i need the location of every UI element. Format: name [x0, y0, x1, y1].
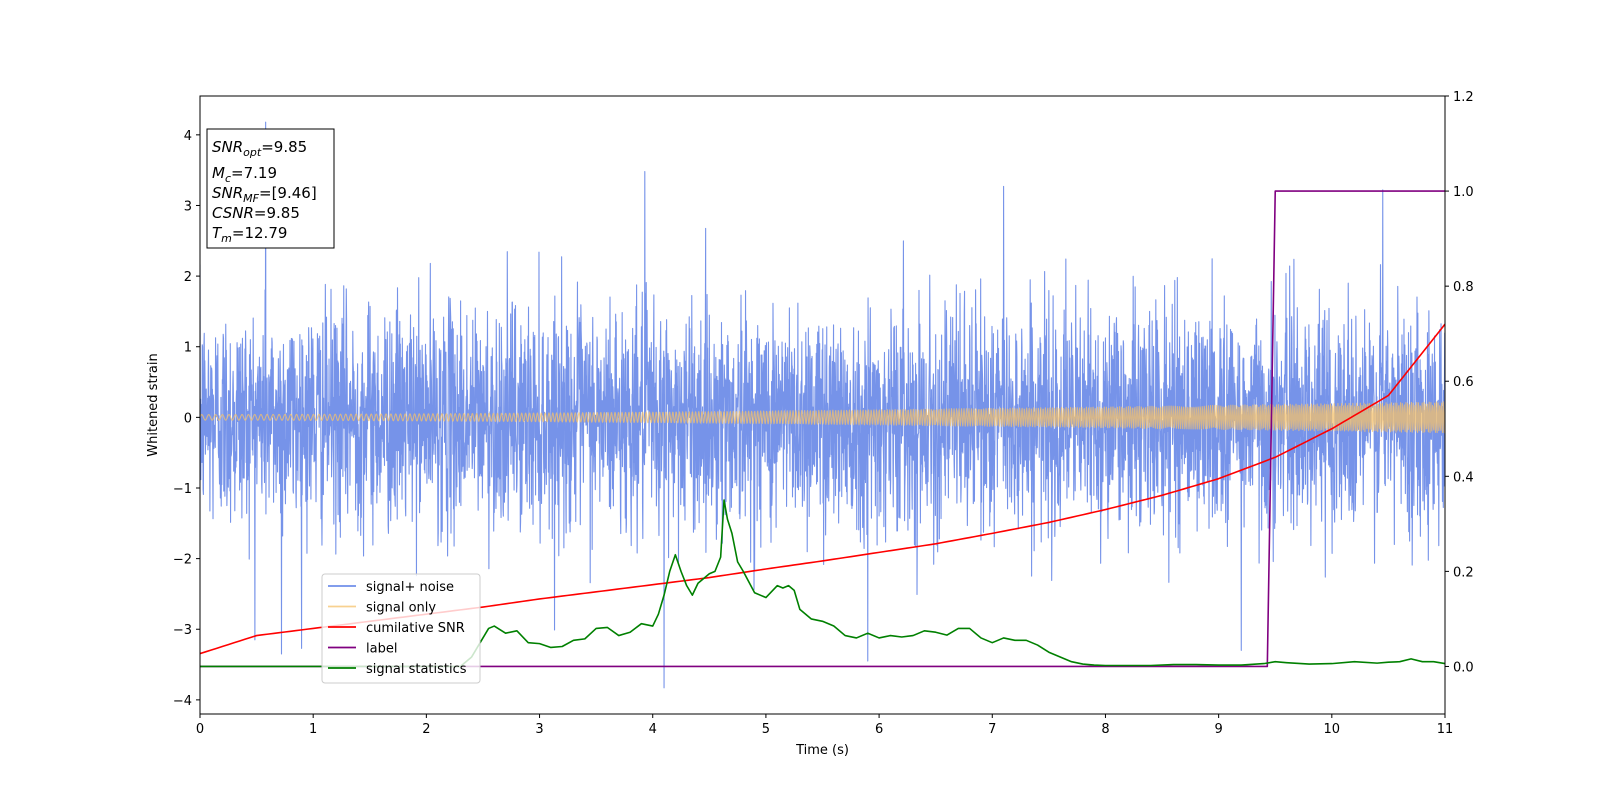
x-tick-label: 7	[988, 722, 996, 737]
y-left-tick-label: 4	[184, 129, 192, 144]
x-tick-label: 0	[196, 722, 204, 737]
info-csnr: CSNR=9.85	[212, 204, 300, 222]
plot-frame	[199, 95, 1446, 715]
y-right-tick-label: 1.2	[1453, 90, 1474, 105]
info-mc-sub: c	[225, 172, 231, 185]
y-left-tick-label: 2	[184, 270, 192, 285]
info-mc-base: M	[212, 164, 225, 182]
ticks-layer: 0 1 2 3 4 5 6 7 8 9 10 11 −4 −3 −2 −1 0 1 2 3 4 0.0 0.2 0.4 0.6 0…	[173, 90, 1474, 737]
y-right-tick-label: 0.2	[1453, 565, 1474, 580]
info-csnr-base: CSNR	[212, 204, 254, 222]
signal-only-series	[200, 401, 1445, 434]
info-box-frame	[206, 128, 335, 249]
x-tick-label: 1	[309, 722, 317, 737]
y-left-tick-label: 0	[184, 411, 192, 426]
y-right-tick-label: 0.4	[1453, 470, 1474, 485]
info-tm-value: =12.79	[232, 224, 288, 242]
x-tick-label: 5	[762, 722, 770, 737]
legend-entry: signal statistics	[366, 662, 467, 677]
info-snr-mf-value: =[9.46]	[259, 184, 317, 202]
x-tick-label: 8	[1101, 722, 1109, 737]
info-snr-opt-base: SNR	[212, 138, 243, 156]
y-right-tick-label: 0.8	[1453, 280, 1474, 295]
info-snr-opt: SNRopt=9.85	[212, 138, 307, 159]
y-left-tick-label: 3	[184, 199, 192, 214]
x-tick-label: 11	[1437, 722, 1454, 737]
x-tick-label: 6	[875, 722, 883, 737]
info-snr-mf-base: SNR	[212, 184, 243, 202]
x-tick-label: 4	[649, 722, 657, 737]
info-tm: Tm=12.79	[212, 224, 287, 245]
y-left-tick-label: −1	[173, 482, 192, 497]
y-left-tick-label: −3	[173, 623, 192, 638]
legend-entry: cumilative SNR	[366, 621, 465, 636]
y-left-tick-label: −4	[173, 694, 192, 709]
y-right-tick-label: 1.0	[1453, 185, 1474, 200]
info-mc-value: =7.19	[231, 164, 277, 182]
x-tick-label: 3	[535, 722, 543, 737]
info-snr-opt-sub: opt	[243, 146, 262, 159]
legend-entry: signal only	[366, 601, 436, 616]
x-tick-label: 10	[1324, 722, 1341, 737]
info-tm-sub: m	[221, 232, 232, 245]
info-snr-mf-sub: MF	[243, 192, 259, 205]
y-left-tick-label: 1	[184, 341, 192, 356]
y-right-tick-label: 0.0	[1453, 660, 1474, 675]
info-mc: Mc=7.19	[212, 164, 277, 185]
info-snr-opt-value: =9.85	[261, 138, 307, 156]
x-tick-label: 9	[1214, 722, 1222, 737]
info-csnr-value: =9.85	[254, 204, 300, 222]
y-left-tick-label: −2	[173, 553, 192, 568]
label-series	[200, 190, 1445, 668]
signal-statistics-series	[200, 499, 1445, 668]
legend-entry: signal+ noise	[366, 580, 454, 595]
legend-entry: label	[366, 642, 397, 657]
info-snr-mf: SNRMF=[9.46]	[212, 184, 317, 205]
y-right-tick-label: 0.6	[1453, 375, 1474, 390]
info-box: SNRopt=9.85 Mc=7.19 SNRMF=[9.46] CSNR=9.…	[206, 128, 335, 249]
x-axis-label: Time (s)	[795, 743, 849, 758]
y-axis-label: Whitened strain	[146, 353, 161, 456]
info-tm-base: T	[212, 224, 223, 242]
x-tick-label: 2	[422, 722, 430, 737]
legend: signal+ noise signal only cumilative SNR la…	[321, 573, 481, 684]
legend-frame	[321, 573, 481, 684]
